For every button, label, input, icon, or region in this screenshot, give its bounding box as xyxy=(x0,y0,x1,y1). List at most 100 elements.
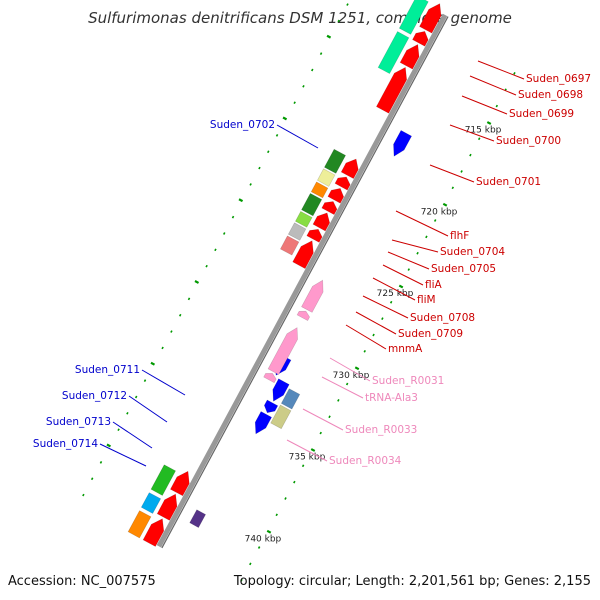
label-suden-0712-callout xyxy=(128,395,168,423)
minor-tick-outer xyxy=(161,346,164,350)
label-trna-ala3: tRNA-Ala3 xyxy=(365,392,418,404)
tick-label: 720 kbp xyxy=(421,207,458,217)
gene-block-suden-0700 xyxy=(375,66,408,114)
ring-block-suden-0712 xyxy=(280,388,301,410)
gene-block-fliM xyxy=(312,212,331,232)
label-suden-0701-callout xyxy=(429,164,475,183)
minor-tick-outer xyxy=(205,264,208,268)
minor-tick-outer xyxy=(231,215,235,219)
gene-block-suden-0714 xyxy=(254,411,273,435)
label-suden-r0034-callout xyxy=(286,439,328,462)
label-suden-0700-callout xyxy=(449,124,495,142)
minor-tick-outer xyxy=(178,313,182,317)
gene-block-red xyxy=(156,493,178,521)
minor-tick-inner xyxy=(495,104,499,108)
gene-block-red xyxy=(142,518,165,547)
major-tick-outer xyxy=(326,34,332,39)
label-suden-0704: Suden_0704 xyxy=(440,246,505,258)
minor-tick-inner xyxy=(293,480,296,484)
gene-block-suden-0708 xyxy=(306,228,323,243)
minor-tick-outer xyxy=(249,183,252,186)
label-suden-0709-callout xyxy=(355,311,397,335)
label-suden-0702: Suden_0702 xyxy=(210,119,275,131)
label-mnmA-callout xyxy=(345,324,387,350)
label-suden-r0033: Suden_R0033 xyxy=(345,424,417,436)
label-suden-0708-callout xyxy=(362,295,409,319)
gene-block-purple xyxy=(189,509,207,529)
minor-tick-outer xyxy=(275,134,279,137)
gene-block-suden-0705 xyxy=(327,188,345,204)
minor-tick-inner xyxy=(416,251,419,255)
minor-tick-inner xyxy=(284,497,287,500)
major-tick-inner xyxy=(398,284,404,289)
minor-tick-inner xyxy=(328,415,331,419)
major-tick-inner xyxy=(442,202,448,207)
ring-block-fliA xyxy=(301,192,323,217)
minor-tick-outer xyxy=(143,379,147,382)
gene-block-suden-0699 xyxy=(399,44,420,70)
minor-tick-outer xyxy=(82,493,85,497)
minor-tick-outer xyxy=(223,232,226,235)
minor-tick-outer xyxy=(311,68,314,72)
minor-tick-outer xyxy=(214,248,217,252)
rna-block-suden-r0033 xyxy=(267,327,298,376)
ring-block-suden-0705 xyxy=(310,181,329,199)
label-fliA: fliA xyxy=(425,279,443,291)
minor-tick-outer xyxy=(170,330,173,333)
label-suden-0699-callout xyxy=(461,95,508,115)
label-fliM: fliM xyxy=(417,294,436,306)
label-suden-0698: Suden_0698 xyxy=(518,89,583,101)
minor-tick-inner xyxy=(389,300,393,304)
rna-block-suden-r0031 xyxy=(301,279,324,313)
ring-block-flhF xyxy=(323,148,347,174)
major-tick-outer xyxy=(282,116,288,121)
minor-tick-outer xyxy=(319,52,323,55)
label-suden-0711-callout xyxy=(141,369,186,396)
label-suden-0698-callout xyxy=(469,75,517,96)
label-suden-0701: Suden_0701 xyxy=(476,176,541,188)
rna-block-suden-r0034 xyxy=(263,373,277,384)
ring-block-suden-0699 xyxy=(377,31,410,75)
label-suden-0713-callout xyxy=(112,421,153,449)
minor-tick-inner xyxy=(363,349,366,353)
major-tick-outer xyxy=(194,280,200,284)
genome-backbone xyxy=(156,13,449,549)
gene-block-suden-0709 xyxy=(292,240,314,270)
major-tick-outer xyxy=(150,361,156,366)
gene-block-suden-0702 xyxy=(393,129,413,157)
ring-block-suden-0708 xyxy=(287,222,307,241)
accession-text: Accession: NC_007575 xyxy=(8,574,156,589)
ring-block-green xyxy=(150,464,177,496)
label-suden-0702-callout xyxy=(276,124,319,149)
minor-tick-inner xyxy=(372,333,375,337)
minor-tick-inner xyxy=(460,170,463,173)
label-suden-0705-callout xyxy=(387,251,430,270)
ring-block-cyan xyxy=(140,492,162,514)
label-suden-0713: Suden_0713 xyxy=(46,416,111,428)
minor-tick-inner xyxy=(337,399,340,402)
label-suden-0714: Suden_0714 xyxy=(33,438,98,450)
minor-tick-inner xyxy=(240,578,243,582)
label-suden-r0034: Suden_R0034 xyxy=(329,455,402,467)
genome-title: Sulfurimonas denitrificans DSM 1251, com… xyxy=(88,9,512,27)
minor-tick-outer xyxy=(337,19,340,23)
label-suden-0712: Suden_0712 xyxy=(62,390,127,402)
label-suden-0705: Suden_0705 xyxy=(431,263,496,275)
label-fliA-callout xyxy=(382,264,424,286)
tick-label: 735 kbp xyxy=(289,453,326,463)
ring-block-orange xyxy=(127,510,152,539)
gene-block-fliA xyxy=(321,201,338,216)
ring-block-suden-0714 xyxy=(270,404,292,430)
minor-tick-outer xyxy=(293,101,296,105)
callout-lines xyxy=(99,60,525,467)
ring-block-fliM xyxy=(294,210,313,228)
tick-label: 740 kbp xyxy=(245,534,282,544)
label-suden-r0031-callout xyxy=(329,357,371,382)
label-suden-0699: Suden_0699 xyxy=(509,108,574,120)
minor-tick-outer xyxy=(99,461,103,464)
minor-tick-inner xyxy=(381,317,384,320)
minor-tick-outer xyxy=(346,3,349,6)
tick-label: 725 kbp xyxy=(377,289,414,299)
topology-text: Topology: circular; Length: 2,201,561 bp… xyxy=(233,574,591,589)
